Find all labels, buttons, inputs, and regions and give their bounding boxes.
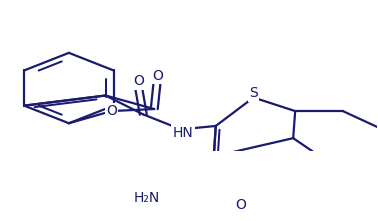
Text: O: O bbox=[106, 104, 117, 118]
Text: O: O bbox=[235, 198, 246, 212]
Text: O: O bbox=[133, 74, 144, 88]
Text: O: O bbox=[152, 69, 163, 83]
Text: HN: HN bbox=[173, 126, 194, 140]
Text: H₂N: H₂N bbox=[133, 191, 160, 205]
Text: S: S bbox=[249, 86, 258, 101]
